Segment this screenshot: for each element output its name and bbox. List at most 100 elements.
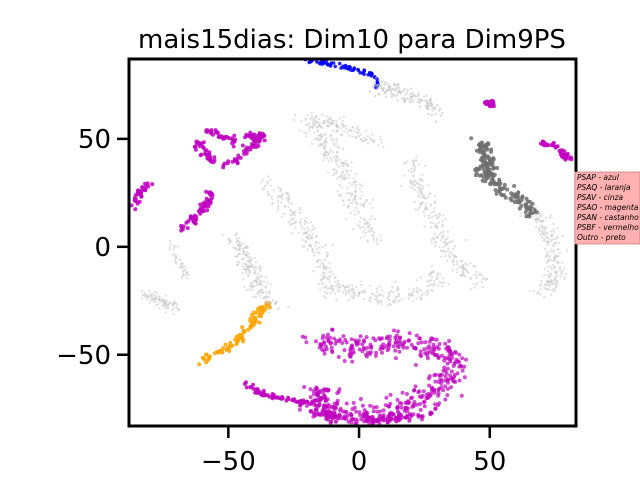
data-point bbox=[541, 214, 543, 216]
data-point bbox=[326, 389, 330, 393]
data-point bbox=[311, 117, 313, 119]
data-point bbox=[260, 276, 262, 278]
data-point bbox=[438, 109, 440, 111]
data-point bbox=[433, 207, 435, 209]
data-point bbox=[305, 135, 307, 137]
data-point bbox=[518, 207, 522, 211]
y-tick-label: −50 bbox=[56, 341, 111, 371]
data-point bbox=[205, 128, 209, 132]
data-point bbox=[351, 202, 353, 204]
data-point bbox=[464, 358, 468, 362]
data-point bbox=[551, 238, 553, 240]
data-point bbox=[263, 138, 267, 142]
data-point bbox=[386, 415, 390, 419]
data-point bbox=[462, 270, 464, 272]
data-point bbox=[313, 255, 315, 257]
data-point bbox=[304, 223, 306, 225]
data-point bbox=[535, 221, 537, 223]
data-point bbox=[362, 72, 366, 76]
data-point bbox=[547, 270, 549, 272]
data-point bbox=[425, 203, 427, 205]
data-point bbox=[266, 299, 268, 301]
data-point bbox=[319, 62, 323, 66]
data-point bbox=[546, 255, 548, 257]
data-point bbox=[326, 62, 330, 66]
data-point bbox=[394, 89, 396, 91]
data-point bbox=[429, 98, 431, 100]
data-point bbox=[549, 289, 551, 291]
data-point bbox=[312, 228, 314, 230]
data-point bbox=[564, 158, 568, 162]
data-point bbox=[394, 281, 396, 283]
data-point bbox=[182, 265, 184, 267]
data-point bbox=[309, 395, 313, 399]
data-point bbox=[414, 179, 416, 181]
data-point bbox=[287, 306, 289, 308]
data-point bbox=[334, 172, 336, 174]
data-point bbox=[230, 141, 234, 145]
data-point bbox=[245, 152, 249, 156]
data-point bbox=[234, 248, 236, 250]
data-point bbox=[407, 339, 411, 343]
data-point bbox=[248, 385, 252, 389]
data-point bbox=[376, 300, 378, 302]
data-point bbox=[333, 285, 335, 287]
data-point bbox=[244, 133, 248, 137]
data-point bbox=[333, 156, 335, 158]
data-point bbox=[494, 188, 498, 192]
data-point bbox=[398, 293, 400, 295]
data-point bbox=[498, 189, 502, 193]
data-point bbox=[368, 404, 372, 408]
data-point bbox=[329, 157, 331, 159]
data-point bbox=[290, 214, 292, 216]
data-point bbox=[562, 235, 564, 237]
data-point bbox=[299, 399, 303, 403]
data-point bbox=[550, 274, 552, 276]
data-point bbox=[387, 347, 391, 351]
data-point bbox=[415, 156, 417, 158]
data-point bbox=[431, 265, 433, 267]
data-point bbox=[450, 376, 454, 380]
cluster-gray-light-left bbox=[141, 290, 181, 315]
data-point bbox=[432, 346, 436, 350]
data-point bbox=[443, 398, 447, 402]
data-point bbox=[333, 65, 337, 69]
data-point bbox=[238, 253, 240, 255]
data-point bbox=[360, 237, 362, 239]
data-point bbox=[169, 246, 171, 248]
data-point bbox=[428, 217, 430, 219]
data-point bbox=[301, 227, 303, 229]
data-point bbox=[556, 227, 558, 229]
data-point bbox=[419, 408, 423, 412]
data-point bbox=[329, 150, 331, 152]
data-point bbox=[182, 273, 184, 275]
data-point bbox=[552, 228, 554, 230]
data-point bbox=[293, 218, 295, 220]
data-point bbox=[323, 156, 325, 158]
data-point bbox=[408, 294, 410, 296]
data-point bbox=[370, 415, 374, 419]
data-point bbox=[342, 170, 344, 172]
data-point bbox=[360, 133, 362, 135]
data-point bbox=[444, 255, 446, 257]
data-point bbox=[347, 165, 349, 167]
data-point bbox=[329, 292, 331, 294]
data-point bbox=[350, 360, 354, 364]
data-point bbox=[312, 225, 314, 227]
data-point bbox=[478, 174, 482, 178]
data-point bbox=[336, 172, 338, 174]
data-point bbox=[512, 184, 516, 188]
data-point bbox=[222, 136, 226, 140]
data-point bbox=[331, 290, 333, 292]
data-point bbox=[550, 143, 554, 147]
data-point bbox=[236, 238, 238, 240]
data-point bbox=[545, 217, 547, 219]
data-point bbox=[319, 139, 321, 141]
data-point bbox=[396, 410, 400, 414]
data-point bbox=[233, 159, 237, 163]
data-point bbox=[432, 388, 436, 392]
data-point bbox=[216, 350, 220, 354]
data-point bbox=[404, 94, 406, 96]
data-point bbox=[281, 215, 283, 217]
data-point bbox=[238, 261, 240, 263]
